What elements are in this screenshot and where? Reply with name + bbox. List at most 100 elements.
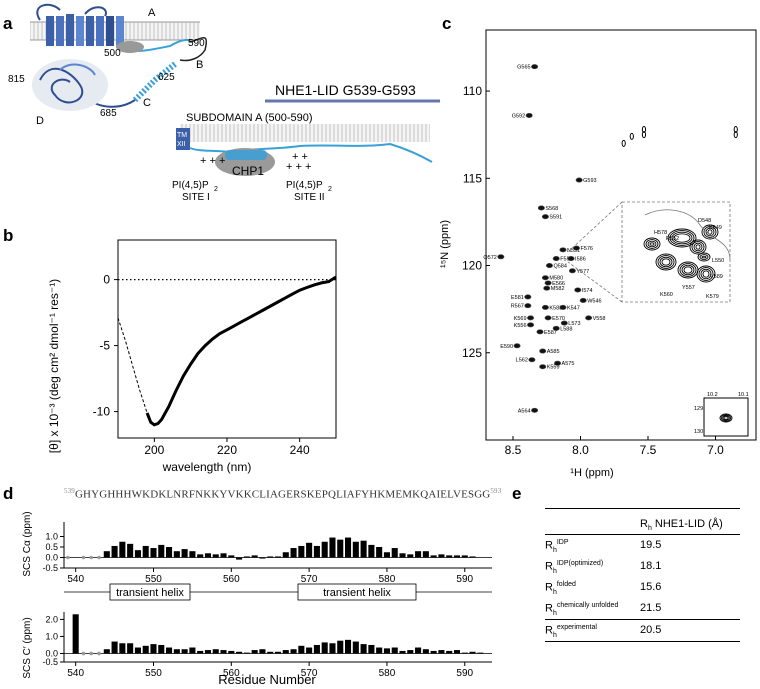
cd-y-tick-label: -5 [99,339,110,353]
sequence-line: 539GHYGHHHWKDKLNRFNKKYVKKCLIAGERSKEPQLIA… [64,487,502,501]
svg-text:2: 2 [214,186,218,193]
inset-contour [667,228,697,248]
rh-label: Rhfolded [545,581,576,596]
hsqc-peak [585,315,593,321]
scs-ca-bar [446,555,453,558]
num-815: 815 [8,74,25,85]
table-row: RhIDP 19.5 [545,535,740,556]
scs-co-x-tick-label: 590 [456,668,473,679]
hsqc-peak-label: K583 [549,305,562,311]
hsqc-peak [513,343,521,349]
scs-co-bar [407,650,414,654]
svg-text:TM: TM [177,132,187,139]
rh-value: 18.1 [640,560,662,572]
hsqc-peak [539,364,547,370]
scs-co-y-tick-label: 1.0 [45,631,58,641]
hsqc-peak-label: E566 [552,281,565,287]
hsqc-peak-label: G565 [517,65,530,71]
hsqc-peak-label: I574 [582,288,593,294]
scs-co-bar [212,649,219,654]
scs-ca-y-label: SCS Cα (ppm) [22,511,33,576]
inset-peak-label: K549 [709,225,722,231]
scs-ca-bar [181,549,188,558]
hsqc-peak-label: Q584 [553,264,566,270]
scs-co-bar [111,641,118,654]
inset-contour [655,253,677,271]
inset-contour [693,242,703,252]
hsqc-y-tick-label: 115 [463,171,482,185]
scs-co-bar [438,650,445,654]
hsqc-sidechain-peak [641,131,647,139]
scs-ca-bar [399,553,406,558]
scs-ca-x-tick-label: 550 [145,574,162,585]
hsqc-sidechain-peak [733,131,738,139]
hsqc-peak [527,322,535,328]
label-B: B [196,59,203,71]
scs-ca-bar [461,555,468,558]
hsqc-peak-label: N551 [567,248,580,254]
hsqc-peak [572,245,580,251]
scs-ca-bar [329,537,336,558]
inset-tick: 130 [694,429,703,435]
hsqc-peak-label: L562 [516,358,528,364]
scs-co-bar [313,644,320,654]
inset-contour [698,267,714,281]
scs-ca-bar [306,542,313,558]
svg-text:PI(4,5)P: PI(4,5)P [172,180,209,191]
scs-co-bar [352,641,359,654]
scs-ca-bar [438,554,445,558]
scs-ca-bar [197,554,204,558]
hsqc-peak-label: I586 [575,257,586,263]
cd-x-tick-label: 240 [290,443,310,457]
hsqc-peak [545,263,553,269]
rh-label: Rhchemically unfolded [545,602,619,617]
scs-co-bar [72,614,79,654]
hsqc-peak [524,294,532,300]
scs-co-bar [150,644,157,654]
scs-ca-bar [166,547,173,558]
hsqc-spectrum: ¹⁵N (ppm) ¹H (ppm) 8.5 8.0 7.5 7.0 110 115 120… [440,29,757,479]
hsqc-peak-label: E570 [552,316,565,322]
scs-ca-bar [337,539,344,558]
inset-peak-label: H578 [654,230,667,236]
inset-peak-label: K560 [660,292,673,298]
scs-ca-x-tick-label: 560 [223,574,240,585]
hsqc-peak [554,360,562,366]
scs-co-bar [197,650,204,654]
hsqc-peak-label: A564 [518,408,531,414]
svg-text:+ +: + + [292,151,308,163]
hsqc-peak-label: M580 [549,276,563,282]
inset-peak-label: V589 [710,274,723,280]
inset-contour [673,233,691,243]
scs-co-bar [477,652,484,654]
scs-ca-bar [376,547,383,558]
svg-text:+ + +: + + + [286,161,311,173]
inset-connector [567,201,623,253]
hsqc-peak-label: G593 [583,178,596,184]
scs-ca-bar [360,540,367,558]
num-685: 685 [100,108,117,119]
inset-peak-label: L550 [712,258,724,264]
scs-co-bar [469,651,476,654]
hsqc-plot-frame [485,29,757,441]
label-C: C [143,97,151,109]
svg-text:2: 2 [328,186,332,193]
hsqc-peak-label: A585 [547,349,560,355]
scs-co-bar [376,647,383,654]
hsqc-peak-label: E581 [511,295,524,301]
scs-co-unassigned-point [97,651,101,656]
inset-contour [722,415,730,421]
membrane-top [30,22,200,40]
scs-co-y-tick-label: -0.5 [42,657,58,667]
label-D: D [36,115,44,127]
scs-co-bar [321,642,328,654]
hsqc-peak [575,177,583,183]
inset-contour [657,255,675,269]
hsqc-peak [541,275,549,281]
scs-co-x-tick-label: 550 [145,668,162,679]
scs-co-bar [134,647,141,654]
inset-contour [700,268,712,280]
hsqc-peak [524,303,532,309]
scs-co-bar [236,651,243,654]
inset-contour [681,264,695,276]
